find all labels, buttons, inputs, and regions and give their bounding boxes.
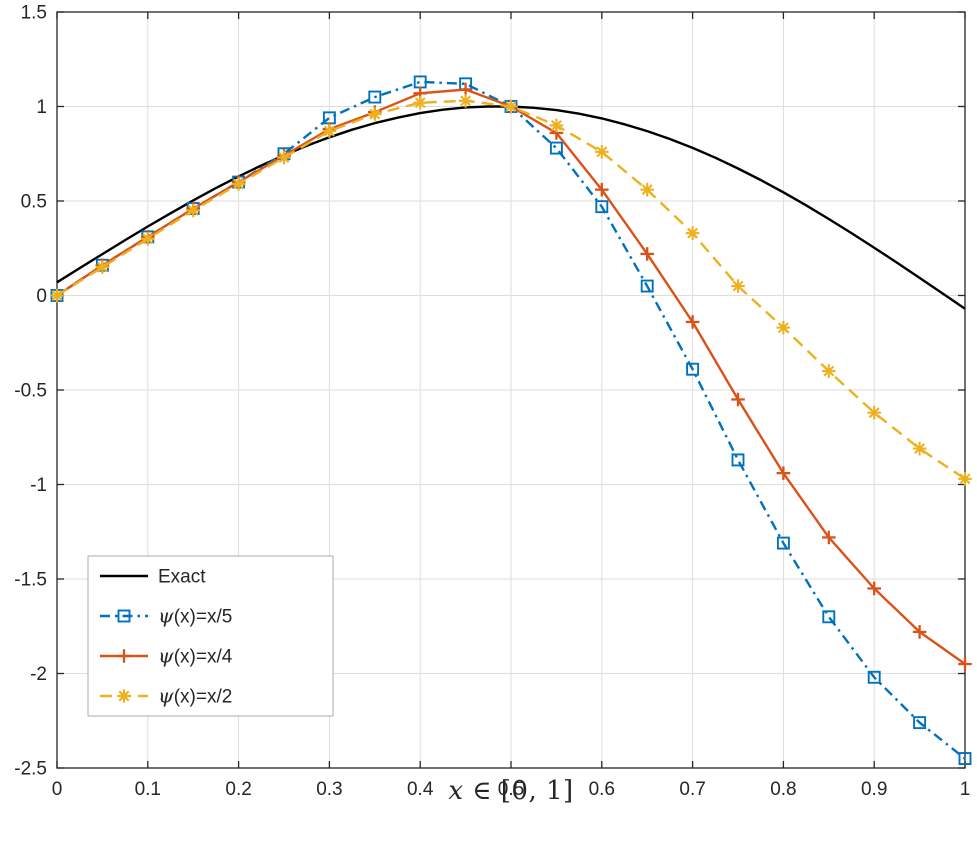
x-tick-label: 0.3: [316, 779, 342, 800]
plus-marker-icon: [958, 657, 972, 671]
square-marker-icon: [686, 362, 700, 376]
plus-marker-icon: [458, 82, 473, 97]
series-3: [50, 94, 972, 486]
y-tick-labels: -2.5 -2 -1.5 -1 -0.5 0 0.5 1 1.5: [14, 3, 47, 780]
asterisk-marker-icon: [458, 94, 473, 108]
asterisk-marker-icon: [186, 203, 200, 218]
x-tick-label: 1: [960, 779, 971, 800]
asterisk-marker-icon: [912, 441, 927, 456]
x-tick-label: 0.2: [225, 779, 251, 800]
legend-box: [87, 555, 334, 717]
x-tick-label: 0.4: [407, 779, 434, 800]
asterisk-marker-icon: [640, 182, 654, 197]
square-marker-icon: [595, 200, 609, 214]
square-marker-icon: [958, 752, 972, 765]
asterisk-marker-icon: [504, 99, 518, 114]
square-marker-icon: [867, 670, 881, 684]
square-marker-icon: [913, 716, 927, 730]
asterisk-marker-icon: [50, 288, 64, 303]
y-tick-label: 0: [36, 286, 47, 307]
asterisk-marker-icon: [413, 95, 427, 110]
y-tick-label: 1.5: [21, 3, 47, 24]
square-marker-icon: [368, 90, 382, 104]
square-marker-icon: [776, 536, 790, 550]
asterisk-marker-icon: [95, 260, 110, 274]
asterisk-marker-icon: [685, 226, 700, 240]
y-tick-label: -1.5: [14, 570, 47, 591]
y-tick-label: -1: [30, 475, 47, 496]
plus-marker-icon: [640, 247, 654, 261]
x-tick-label: 0: [52, 779, 63, 800]
x-tick-label: 0.9: [861, 779, 887, 800]
plus-marker-icon: [685, 315, 700, 329]
asterisk-marker-icon: [731, 279, 745, 293]
square-marker-icon: [117, 609, 131, 623]
legend: Exact ψ(x)=x/5 ψ(x)=x/4 ψ(x)=x/2: [87, 555, 334, 717]
legend-label: ψ(x)=x/4: [158, 644, 233, 668]
plus-marker-icon: [731, 392, 745, 407]
plus-marker-icon: [912, 625, 927, 639]
x-axis-label: x ∈ [0, 1]: [448, 776, 574, 806]
y-tick-label: 1: [36, 97, 47, 118]
asterisk-marker-icon: [822, 364, 836, 378]
asterisk-marker-icon: [867, 405, 881, 420]
asterisk-marker-icon: [549, 118, 564, 133]
x-tick-label: 0.5: [498, 779, 524, 800]
asterisk-marker-icon: [141, 232, 155, 246]
asterisk-marker-icon: [322, 124, 337, 138]
legend-label: ψ(x)=x/2: [158, 684, 232, 708]
plus-marker-icon: [776, 466, 791, 480]
x-tick-labels: 0 0.1 0.2 0.3 0.4 0.5 0.6 0.7 0.8 0.9 1: [52, 779, 971, 800]
plus-marker-icon: [117, 649, 131, 663]
plus-marker-icon: [822, 530, 836, 545]
plus-marker-icon: [867, 581, 881, 596]
asterisk-marker-icon: [595, 145, 609, 159]
x-tick-label: 0.1: [135, 779, 161, 800]
asterisk-marker-icon: [231, 177, 246, 191]
asterisk-marker-icon: [368, 107, 382, 121]
x-tick-label: 0.7: [679, 779, 705, 800]
asterisk-marker-icon: [958, 472, 972, 486]
y-tick-label: -2: [30, 664, 47, 685]
asterisk-marker-icon: [117, 689, 131, 703]
square-marker-icon: [640, 279, 654, 293]
plus-marker-icon: [595, 182, 609, 197]
square-marker-icon: [549, 141, 563, 155]
legend-label: Exact: [158, 567, 206, 588]
square-marker-icon: [822, 610, 836, 624]
y-tick-label: 0.5: [21, 192, 47, 213]
asterisk-marker-icon: [776, 320, 791, 335]
square-marker-icon: [731, 453, 745, 467]
x-tick-label: 0.6: [589, 779, 615, 800]
asterisk-marker-icon: [277, 150, 291, 165]
y-tick-label: -0.5: [14, 381, 47, 402]
y-tick-label: -2.5: [14, 759, 47, 780]
x-tick-label: 0.8: [770, 779, 796, 800]
legend-label: ψ(x)=x/5: [158, 604, 232, 628]
